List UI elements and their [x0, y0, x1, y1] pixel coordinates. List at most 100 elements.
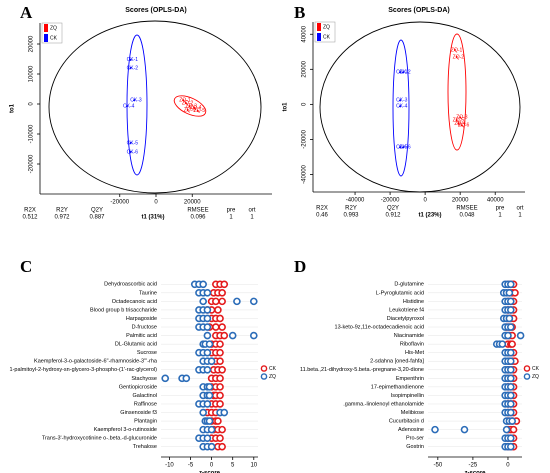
category-label: Riboflavin	[400, 342, 424, 348]
category-label: Leukotriene f4	[389, 307, 424, 313]
category-label: Kaempferol-3-o-galactoside-6''-rhamnosid…	[34, 359, 158, 365]
category-label: Stachyose	[131, 376, 157, 382]
score-point	[186, 109, 189, 111]
dot	[203, 289, 212, 297]
dot	[203, 306, 212, 314]
panel-letter: B	[294, 3, 305, 22]
legend-marker	[523, 365, 531, 372]
dot	[506, 348, 515, 357]
category-label: .gamma.-linolenoyl ethanolamide	[343, 401, 424, 407]
dot	[216, 340, 224, 348]
point-label: ZQ-5	[453, 117, 465, 123]
score-point	[182, 99, 185, 102]
dot	[199, 280, 207, 289]
y-tick-label: -20000	[302, 129, 308, 148]
stat-value: 0.972	[54, 215, 70, 221]
legend-label: ZQ	[269, 374, 276, 380]
stat-label: ort	[516, 206, 523, 212]
score-point	[188, 105, 191, 108]
category-label: 13-keto-9z,11e-octadecadienoic acid	[335, 324, 424, 330]
legend-label: CK	[532, 366, 540, 372]
point-label: CK-6	[127, 149, 139, 155]
dot	[431, 425, 439, 434]
x-tick-label: -25	[469, 463, 478, 469]
stat-value: 1	[498, 213, 502, 219]
point-label: ZQ-5	[194, 108, 206, 114]
point-label: ZQ-6	[184, 107, 196, 113]
dot	[216, 434, 224, 442]
dot	[506, 408, 515, 417]
dot	[216, 314, 224, 323]
category-label: DL-Glutamic acid	[115, 342, 157, 348]
y-axis-label: to1	[10, 103, 16, 113]
category-label: Cucurbitacin d	[389, 419, 424, 425]
category-label: 11.beta.,21-dihydroxy-5.beta.-pregnane-3…	[300, 367, 424, 373]
confidence-ellipse	[319, 21, 521, 193]
stat-label: R2X	[24, 208, 36, 214]
dot	[212, 297, 220, 306]
point-label: CK-5	[396, 145, 408, 151]
dot	[161, 374, 170, 383]
dot	[506, 442, 515, 451]
legend-marker	[260, 365, 268, 372]
dot	[214, 306, 222, 314]
point-label: CK-4	[396, 104, 408, 110]
panel-letter: A	[20, 3, 33, 22]
dot	[203, 434, 212, 442]
category-label: Blood group b trisaccharide	[90, 307, 157, 313]
dot	[249, 331, 258, 340]
score-point	[133, 99, 136, 102]
point-label: ZQ-2	[182, 100, 194, 106]
stat-value: 0.887	[89, 215, 105, 221]
x-tick-label: 0	[210, 463, 214, 469]
group-ellipse	[447, 33, 467, 151]
category-label: Ginsenoside f3	[120, 410, 157, 416]
dot	[509, 425, 518, 434]
category-label: Pro-ser	[406, 436, 424, 442]
category-label: Sucrose	[137, 350, 157, 356]
point-label: CK-4	[123, 103, 135, 109]
category-label: Niacinamide	[394, 333, 424, 339]
stat-label: pre	[496, 206, 505, 212]
dot	[205, 340, 214, 348]
stat-label: pre	[227, 208, 236, 214]
legend-box	[314, 21, 336, 43]
dot	[220, 408, 229, 417]
x-axis-label: z-score	[464, 471, 486, 473]
category-label: 17-epimethandienone	[371, 384, 424, 390]
y-tick-label: 20000	[29, 35, 35, 52]
stat-label: R2Y	[345, 206, 357, 212]
stat-label: ort	[248, 208, 255, 214]
score-point	[459, 116, 462, 119]
category-label: Adenosine	[398, 427, 424, 433]
dot	[218, 442, 226, 451]
dot	[205, 383, 214, 391]
point-label: ZQ-4	[454, 121, 466, 127]
category-label: Isopimpinellin	[391, 393, 424, 399]
dot	[506, 383, 515, 391]
legend-label: CK	[323, 34, 331, 40]
stat-value: 1	[518, 213, 522, 219]
x-tick-label: -5	[188, 463, 194, 469]
point-label: ZQ-2	[453, 54, 465, 60]
point-label: CK-3	[130, 97, 142, 103]
legend-label: ZQ	[323, 24, 330, 30]
category-label: Taurine	[139, 290, 157, 296]
category-label: Galactinol	[133, 393, 157, 399]
dot	[506, 280, 515, 289]
category-label: Histidine	[403, 299, 424, 305]
point-label: CK-3	[396, 98, 408, 104]
category-label: Gentiopicroside	[119, 384, 157, 390]
dot	[212, 323, 220, 331]
category-label: D-fructose	[132, 324, 157, 330]
dot	[207, 425, 216, 434]
panel-letter: C	[20, 257, 32, 276]
point-label: CK-5	[127, 140, 139, 146]
dot	[220, 331, 229, 340]
dot	[203, 331, 212, 340]
x-tick-label: 0	[154, 200, 158, 206]
group-ellipse	[173, 95, 207, 117]
stat-label: R2Y	[56, 208, 68, 214]
score-point	[402, 71, 405, 74]
dot	[216, 357, 224, 366]
